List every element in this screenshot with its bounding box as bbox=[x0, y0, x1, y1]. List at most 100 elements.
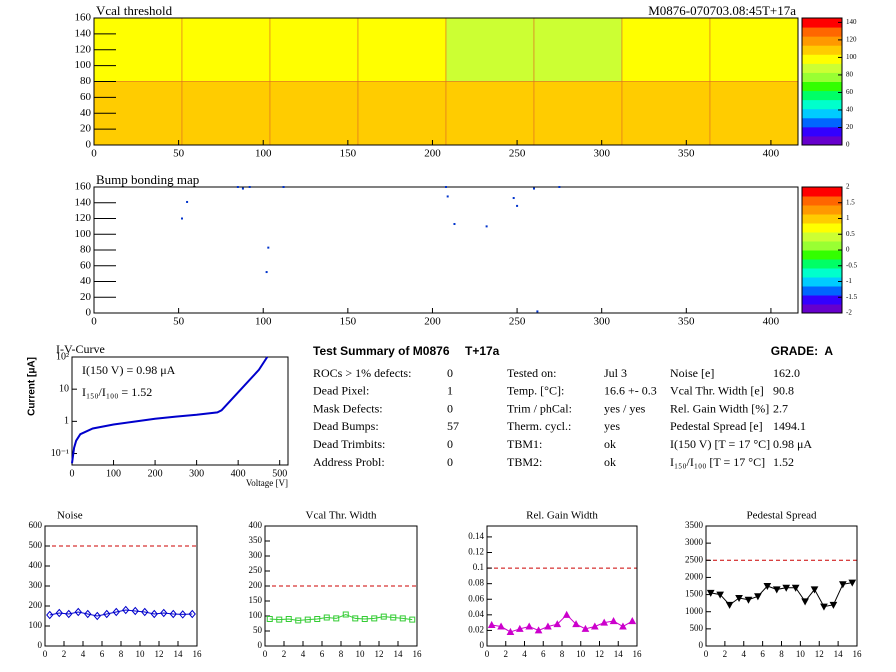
heatmap-cell bbox=[709, 17, 799, 82]
y-tick-label: 350 bbox=[249, 535, 263, 545]
dead-bump bbox=[533, 187, 535, 190]
y-tick-label: 600 bbox=[29, 520, 43, 530]
colorbar-swatch bbox=[802, 232, 842, 242]
dead-bump bbox=[536, 310, 539, 313]
x-tick-label: 50 bbox=[173, 148, 185, 160]
marker bbox=[141, 607, 149, 617]
marker bbox=[534, 626, 543, 634]
x-tick-label: 100 bbox=[106, 468, 121, 479]
marker bbox=[791, 584, 800, 592]
x-tick-label: 100 bbox=[255, 148, 272, 160]
dead-bump bbox=[236, 186, 239, 188]
colorbar-swatch bbox=[802, 295, 842, 305]
marker bbox=[735, 595, 743, 603]
marker bbox=[65, 609, 73, 619]
heatmap-cell bbox=[269, 17, 359, 82]
x-tick-label: 12 bbox=[155, 649, 164, 659]
heatmap-cell bbox=[181, 17, 271, 82]
summary-value: 90.8 bbox=[773, 384, 794, 398]
marker bbox=[487, 620, 496, 628]
y-tick-label: 160 bbox=[75, 181, 92, 193]
colorbar-tick-label: 100 bbox=[846, 53, 857, 61]
summary-title: Test Summary of M0876 bbox=[313, 344, 450, 358]
chart-annotation: M0876-070703.08:45T+17a bbox=[648, 3, 796, 18]
y-tick-label: 100 bbox=[249, 610, 263, 620]
y-tick-label: 100 bbox=[75, 59, 92, 71]
summary-label: Temp. [°C]: bbox=[507, 384, 564, 398]
x-tick-label: 2 bbox=[723, 649, 728, 659]
marker bbox=[725, 601, 734, 609]
y-tick-label: 0 bbox=[86, 139, 92, 151]
x-tick-label: 0 bbox=[704, 649, 709, 659]
marker bbox=[848, 579, 857, 587]
colorbar-tick-label: -1.5 bbox=[846, 293, 858, 301]
y-tick-label: 0 bbox=[480, 640, 485, 650]
marker bbox=[160, 608, 168, 618]
x-tick-label: 250 bbox=[509, 316, 526, 328]
summary-label: Mask Defects: bbox=[313, 401, 383, 415]
colorbar-swatch bbox=[802, 205, 842, 215]
y-tick-label: 120 bbox=[75, 212, 92, 224]
summary-label: TBM2: bbox=[507, 455, 542, 469]
colorbar-tick-label: 60 bbox=[846, 88, 854, 96]
colorbar-swatch bbox=[802, 259, 842, 269]
x-tick-label: 10 bbox=[136, 649, 146, 659]
colorbar-swatch bbox=[802, 72, 842, 82]
y-tick-label: 250 bbox=[249, 565, 263, 575]
marker bbox=[600, 618, 609, 626]
x-tick-label: 0 bbox=[485, 649, 490, 659]
x-tick-label: 150 bbox=[340, 148, 357, 160]
series-line bbox=[49, 609, 193, 617]
chart-title: Vcal threshold bbox=[96, 3, 173, 18]
x-tick-label: 4 bbox=[301, 649, 306, 659]
annotation: I₁₅₀/I₁₀₀ = 1.52 bbox=[82, 385, 152, 399]
marker bbox=[399, 615, 406, 622]
x-tick-label: 12 bbox=[815, 649, 824, 659]
summary-label: ROCs > 1% defects: bbox=[313, 366, 411, 380]
y-tick-label: 20 bbox=[80, 123, 92, 135]
dead-bump bbox=[453, 223, 456, 226]
x-tick-label: 250 bbox=[509, 148, 526, 160]
y-tick-label: 10 bbox=[59, 383, 69, 394]
x-tick-label: 2 bbox=[62, 649, 67, 659]
marker bbox=[342, 611, 349, 618]
y-tick-label: 0.08 bbox=[468, 578, 484, 588]
marker bbox=[782, 584, 791, 592]
summary-value: 0 bbox=[447, 455, 453, 469]
y-tick-label: 0.04 bbox=[468, 609, 484, 619]
x-tick-label: 16 bbox=[193, 649, 203, 659]
colorbar-swatch bbox=[802, 27, 842, 37]
summary-value: 0 bbox=[447, 437, 453, 451]
y-tick-label: 200 bbox=[249, 580, 263, 590]
colorbar-tick-label: 80 bbox=[846, 71, 854, 79]
x-tick-label: 14 bbox=[834, 649, 844, 659]
summary-value: 0 bbox=[447, 366, 453, 380]
colorbar-swatch bbox=[802, 117, 842, 128]
x-tick-label: 6 bbox=[100, 649, 105, 659]
chart-title: Noise bbox=[57, 510, 83, 522]
y-tick-label: 100 bbox=[29, 620, 43, 630]
marker bbox=[553, 620, 562, 628]
summary-value: ok bbox=[604, 437, 616, 451]
summary-value: ok bbox=[604, 455, 616, 469]
marker bbox=[46, 610, 54, 620]
y-tick-label: 0.14 bbox=[468, 531, 484, 541]
heatmap-cell bbox=[357, 81, 447, 146]
x-tick-label: 300 bbox=[593, 316, 610, 328]
y-tick-label: 0.1 bbox=[473, 562, 484, 572]
y-tick-label: 500 bbox=[29, 540, 43, 550]
x-tick-label: 0 bbox=[91, 316, 97, 328]
colorbar-tick-label: 0.5 bbox=[846, 230, 855, 238]
dead-bump bbox=[558, 186, 561, 188]
y-axis-label: Current [μA] bbox=[27, 357, 38, 416]
y-tick-label: 120 bbox=[75, 43, 92, 55]
colorbar-swatch bbox=[802, 304, 842, 314]
dead-bump bbox=[241, 187, 244, 190]
x-tick-label: 300 bbox=[189, 468, 204, 479]
x-tick-label: 16 bbox=[853, 649, 863, 659]
heatmap-cell bbox=[709, 81, 799, 146]
y-tick-label: 100 bbox=[75, 228, 92, 240]
colorbar-tick-label: 0 bbox=[846, 246, 850, 254]
marker bbox=[810, 586, 819, 594]
